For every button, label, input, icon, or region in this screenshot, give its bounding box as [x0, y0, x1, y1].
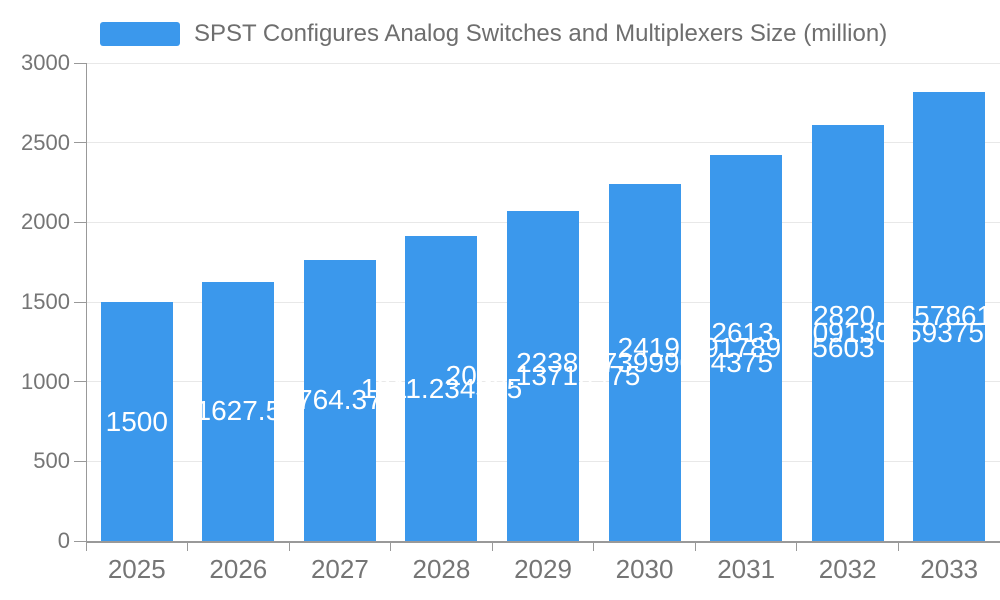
- x-axis-tick: [187, 543, 189, 551]
- y-tick-label: 2000: [21, 209, 70, 235]
- bar-2031[interactable]: [710, 155, 783, 541]
- y-axis-tick: [74, 62, 86, 64]
- bar-2028[interactable]: [405, 236, 478, 541]
- x-tick-label-2028: 2028: [412, 554, 471, 584]
- x-axis-tick: [796, 543, 798, 551]
- legend-label[interactable]: SPST Configures Analog Switches and Mult…: [194, 20, 888, 47]
- x-tick-label-2031: 2031: [717, 554, 776, 584]
- y-axis-tick: [74, 301, 86, 303]
- bar-2026[interactable]: [202, 281, 275, 541]
- legend-swatch-icon[interactable]: [100, 22, 180, 46]
- x-axis-tick: [491, 543, 493, 551]
- bar-2032[interactable]: [811, 124, 884, 541]
- legend: SPST Configures Analog Switches and Mult…: [100, 22, 887, 46]
- x-axis-line: [86, 541, 1000, 543]
- x-tick-label-2032: 2032: [818, 554, 877, 584]
- y-tick-label: 0: [57, 528, 70, 553]
- y-axis-tick: [74, 142, 86, 144]
- x-tick-label-2025: 2025: [107, 554, 166, 584]
- y-axis-tick: [74, 540, 86, 542]
- y-tick-label: 1500: [21, 289, 70, 314]
- y-axis-line: [86, 63, 87, 541]
- gridline: [86, 62, 1000, 64]
- y-axis-tick: [74, 221, 86, 223]
- x-axis-tick: [390, 543, 392, 551]
- x-tick-label-2029: 2029: [514, 554, 572, 584]
- x-axis-tick: [694, 543, 696, 551]
- y-axis-tick: [74, 381, 86, 383]
- bar-2029[interactable]: [507, 211, 579, 541]
- y-tick-label: 500: [33, 448, 70, 474]
- x-tick-label-2026: 2026: [209, 554, 268, 584]
- y-axis-tick: [74, 460, 86, 462]
- y-tick-label: 1000: [21, 368, 70, 394]
- x-axis-tick: [593, 543, 595, 551]
- bar-2027[interactable]: [303, 259, 376, 541]
- x-axis-tick: [897, 543, 899, 551]
- bar-2033[interactable]: [913, 91, 986, 541]
- bar-2030[interactable]: [608, 184, 681, 541]
- y-tick-label: 3000: [21, 50, 70, 75]
- x-axis-tick: [288, 543, 290, 551]
- bar-2025[interactable]: [100, 302, 173, 541]
- x-tick-label-2033: 2033: [920, 554, 979, 584]
- y-tick-label: 2500: [21, 129, 70, 155]
- x-tick-label-2030: 2030: [615, 554, 674, 584]
- x-axis-tick: [85, 543, 87, 551]
- x-tick-label-2027: 2027: [310, 554, 369, 584]
